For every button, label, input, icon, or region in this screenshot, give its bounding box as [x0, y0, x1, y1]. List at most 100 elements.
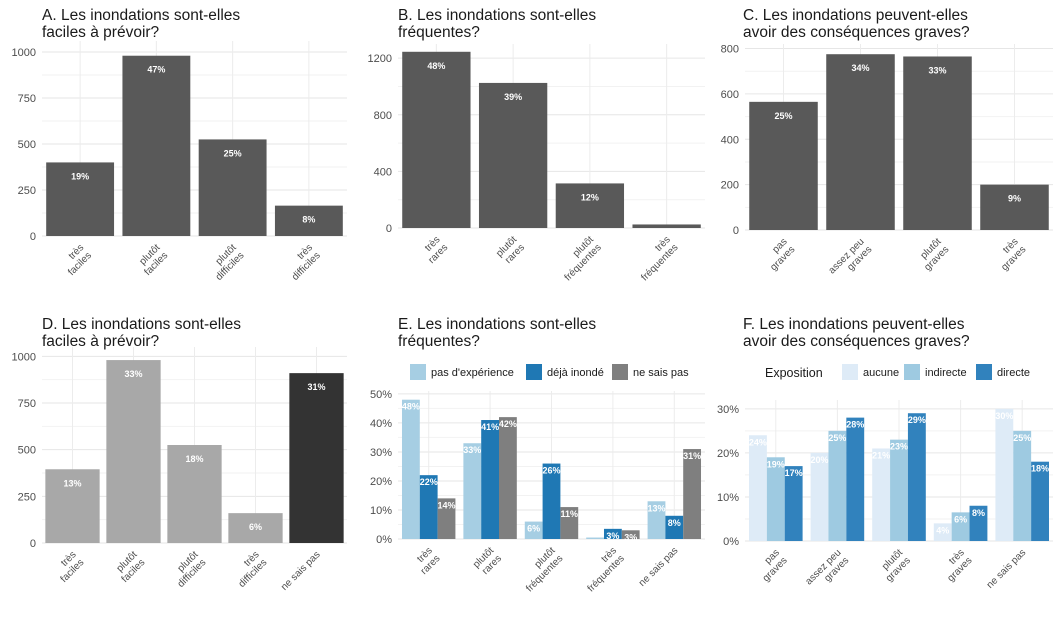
bar-data-label: 12% [581, 192, 599, 202]
y-tick-label: 250 [18, 185, 36, 197]
bar [401, 399, 420, 539]
bar-data-label: 3% [606, 531, 619, 541]
y-tick-label: 1000 [12, 47, 36, 59]
y-tick-label: 40% [370, 418, 392, 430]
bar [1013, 430, 1032, 541]
bar-data-label: 33% [463, 445, 481, 455]
bar [228, 513, 283, 543]
y-tick-label: 1000 [12, 351, 36, 363]
panel-title-line: A. Les inondations sont-elles [42, 7, 240, 24]
y-tick-label: 10% [717, 492, 739, 504]
y-tick-label: 600 [721, 89, 739, 101]
bar [289, 373, 344, 543]
bar [969, 505, 988, 541]
bar-data-label: 19% [71, 171, 89, 181]
legend-entry: déjà inondé [547, 367, 604, 379]
bar [122, 55, 191, 236]
bar [766, 457, 785, 541]
bar [828, 430, 847, 541]
bar [560, 507, 579, 539]
bar-data-label: 41% [481, 422, 499, 432]
legend-key [976, 364, 992, 380]
bar [846, 417, 865, 541]
bar-data-label: 9% [1008, 194, 1021, 204]
panel-title-line: avoir des conséquences graves? [743, 24, 970, 41]
x-tick-label: ne sais pas [985, 547, 1029, 591]
bar-data-label: 31% [307, 382, 325, 392]
x-tick-label: ne sais pas [279, 549, 323, 593]
legend-entry: indirecte [925, 367, 967, 379]
bar [810, 452, 829, 541]
y-tick-label: 10% [370, 505, 392, 517]
legend-entry: aucune [863, 367, 899, 379]
bar [45, 469, 100, 543]
bar [198, 139, 267, 236]
bar [621, 530, 640, 539]
y-tick-label: 1200 [368, 53, 392, 65]
bar [555, 183, 625, 228]
y-tick-label: 500 [18, 445, 36, 457]
y-tick-label: 750 [18, 93, 36, 105]
bar [951, 512, 970, 541]
panel-title-line: E. Les inondations sont-elles [398, 316, 596, 333]
bar-data-label: 8% [668, 518, 681, 528]
bar [437, 498, 456, 539]
y-tick-label: 400 [721, 134, 739, 146]
bar-data-label: 11% [561, 509, 579, 519]
bar-data-label: 24% [749, 437, 767, 447]
bar [167, 445, 222, 543]
bar [749, 435, 767, 541]
bar [826, 54, 895, 230]
bar-data-label: 22% [420, 477, 438, 487]
bar-data-label: 23% [890, 442, 908, 452]
x-tick-label-line: ne sais pas [279, 549, 323, 593]
y-tick-label: 30% [370, 447, 392, 459]
bar-data-label: 8% [302, 215, 315, 225]
bar [402, 51, 471, 229]
bar [463, 443, 482, 539]
bar-data-label: 48% [427, 61, 445, 71]
bar [683, 449, 702, 539]
bar [542, 463, 561, 539]
bar-data-label: 25% [774, 111, 792, 121]
bar-data-label: 20% [811, 455, 829, 465]
panel-title-line: fréquentes? [398, 333, 480, 350]
panel-title-line: B. Les inondations sont-elles [398, 7, 596, 24]
panel-title-line: avoir des conséquences graves? [743, 333, 970, 350]
y-tick-label: 250 [18, 491, 36, 503]
panel-title-line: faciles à prévoir? [42, 24, 160, 41]
bar-data-label: 28% [846, 420, 864, 430]
bar-data-label: 29% [908, 415, 926, 425]
bar-data-label: 30% [995, 411, 1013, 421]
bar [665, 515, 684, 539]
x-tick-label-line: ne sais pas [985, 547, 1029, 591]
y-tick-label: 800 [374, 110, 392, 122]
panel-title-line: C. Les inondations peuvent-elles [743, 7, 968, 24]
bar [903, 56, 972, 230]
bar [499, 417, 517, 539]
panel-title-line: fréquentes? [398, 24, 480, 41]
bar [980, 184, 1049, 230]
bar-data-label: 19% [767, 459, 785, 469]
y-tick-label: 0 [30, 538, 36, 550]
bar-data-label: 25% [224, 148, 242, 158]
bar [632, 224, 701, 228]
bar [784, 466, 803, 541]
x-tick-label-line: ne sais pas [637, 545, 681, 589]
bar-data-label: 4% [936, 525, 949, 535]
bar [524, 521, 543, 539]
